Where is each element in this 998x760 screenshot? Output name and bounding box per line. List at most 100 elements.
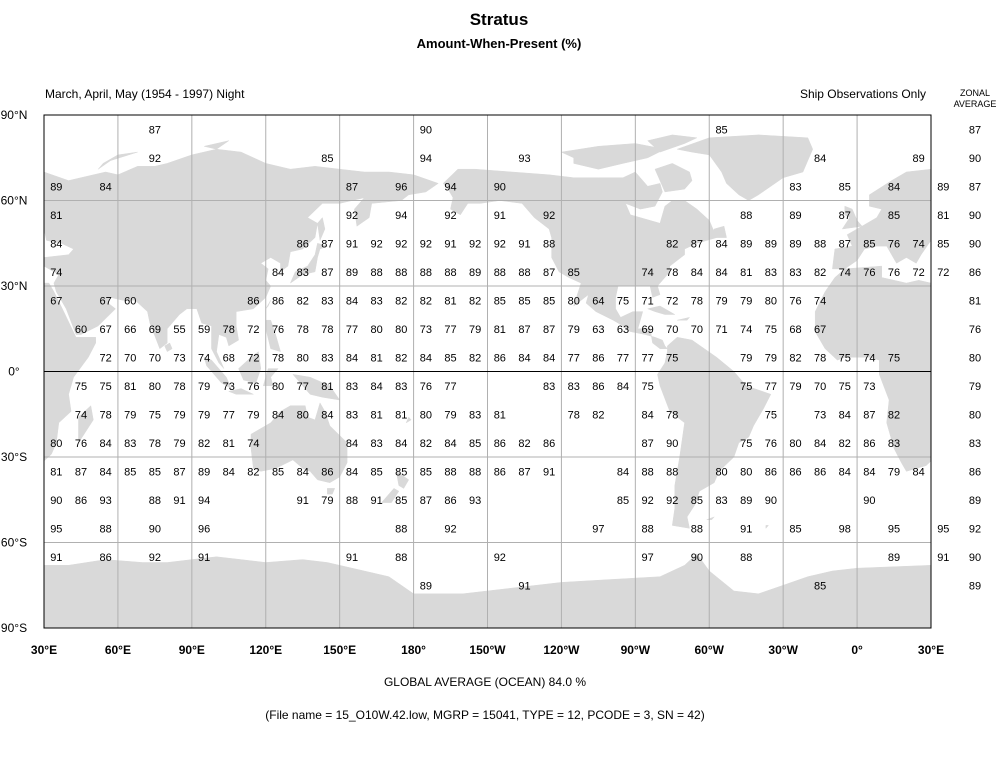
grid-value: 75 xyxy=(75,381,87,393)
grid-value: 84 xyxy=(518,352,530,364)
grid-value: 96 xyxy=(395,181,407,193)
grid-value: 92 xyxy=(346,210,358,222)
grid-value: 92 xyxy=(494,238,506,250)
zonal-header-line-2: AVERAGE xyxy=(953,99,997,109)
grid-value: 86 xyxy=(814,466,826,478)
grid-value: 70 xyxy=(666,324,678,336)
grid-value: 87 xyxy=(149,124,161,136)
grid-value: 88 xyxy=(444,466,456,478)
grid-value: 92 xyxy=(371,238,383,250)
grid-value: 92 xyxy=(444,210,456,222)
zonal-average-value: 90 xyxy=(969,552,981,564)
grid-value: 83 xyxy=(469,409,481,421)
grid-value: 79 xyxy=(765,352,777,364)
land-java xyxy=(227,388,254,395)
grid-value: 80 xyxy=(297,352,309,364)
grid-value: 79 xyxy=(173,409,185,421)
grid-value: 91 xyxy=(346,238,358,250)
grid-value: 84 xyxy=(839,466,851,478)
zonal-average-value: 79 xyxy=(969,381,981,393)
grid-value: 79 xyxy=(740,295,752,307)
grid-value: 89 xyxy=(198,466,210,478)
grid-value: 79 xyxy=(568,324,580,336)
grid-value: 94 xyxy=(198,495,210,507)
grid-value: 74 xyxy=(642,267,654,279)
grid-value: 70 xyxy=(124,352,136,364)
grid-value: 59 xyxy=(198,324,210,336)
grid-value: 88 xyxy=(444,267,456,279)
latitude-label: 30°N xyxy=(1,279,28,293)
grid-value: 76 xyxy=(765,438,777,450)
grid-value: 83 xyxy=(346,381,358,393)
grid-value: 92 xyxy=(642,495,654,507)
land-madagascar xyxy=(78,405,94,444)
grid-value: 84 xyxy=(346,352,358,364)
grid-value: 74 xyxy=(50,267,62,279)
grid-value: 92 xyxy=(543,210,555,222)
grid-value: 88 xyxy=(518,267,530,279)
grid-value: 87 xyxy=(346,181,358,193)
zonal-average-values: 87 90 87 90 90 86 81 76 80 79 80 83 86 89 92 90 89 xyxy=(969,124,981,592)
grid-value: 70 xyxy=(814,381,826,393)
grid-value: 79 xyxy=(173,438,185,450)
longitude-label: 150°W xyxy=(469,643,506,657)
grid-value: 75 xyxy=(666,352,678,364)
grid-value: 88 xyxy=(371,267,383,279)
grid-value: 90 xyxy=(691,552,703,564)
land-cuba xyxy=(646,305,676,315)
grid-value: 82 xyxy=(839,438,851,450)
map-grid xyxy=(44,115,931,628)
grid-value: 75 xyxy=(740,381,752,393)
grid-value: 80 xyxy=(420,409,432,421)
grid-value: 80 xyxy=(149,381,161,393)
grid-value: 84 xyxy=(346,295,358,307)
grid-value: 92 xyxy=(395,238,407,250)
longitude-label: 120°W xyxy=(543,643,580,657)
grid-value: 76 xyxy=(789,295,801,307)
grid-value: 84 xyxy=(272,267,284,279)
grid-value: 85 xyxy=(839,181,851,193)
grid-value: 92 xyxy=(149,153,161,165)
land-tasmania xyxy=(327,488,336,495)
grid-value: 92 xyxy=(666,495,678,507)
grid-value: 86 xyxy=(272,295,284,307)
grid-value: 86 xyxy=(543,438,555,450)
grid-value: 74 xyxy=(839,267,851,279)
grid-value: 91 xyxy=(740,523,752,535)
land-nz-north xyxy=(395,470,410,489)
grid-value: 75 xyxy=(617,295,629,307)
period-label: March, April, May (1954 - 1997) Night xyxy=(45,87,245,101)
grid-value: 89 xyxy=(420,580,432,592)
grid-value: 90 xyxy=(149,523,161,535)
grid-value: 87 xyxy=(321,238,333,250)
grid-value: 86 xyxy=(99,552,111,564)
land-africa-wrap xyxy=(814,265,931,472)
grid-value: 81 xyxy=(494,324,506,336)
grid-value: 75 xyxy=(765,324,777,336)
grid-value: 84 xyxy=(839,409,851,421)
grid-value: 85 xyxy=(469,438,481,450)
land-new-guinea xyxy=(292,374,341,401)
grid-value: 63 xyxy=(617,324,629,336)
grid-value: 80 xyxy=(765,295,777,307)
grid-value: 97 xyxy=(592,523,604,535)
grid-value: 68 xyxy=(223,352,235,364)
grid-value: 83 xyxy=(321,295,333,307)
zonal-average-value: 90 xyxy=(969,210,981,222)
grid-value: 84 xyxy=(99,438,111,450)
grid-value: 84 xyxy=(99,181,111,193)
land-baffin xyxy=(654,163,693,193)
grid-value: 86 xyxy=(592,352,604,364)
land-severnaya xyxy=(204,140,229,150)
latitude-label: 90°S xyxy=(1,621,27,635)
grid-value: 84 xyxy=(99,466,111,478)
grid-value: 78 xyxy=(321,324,333,336)
grid-value: 80 xyxy=(740,466,752,478)
land-australia xyxy=(250,402,348,483)
grid-value: 84 xyxy=(888,181,900,193)
grid-value: 83 xyxy=(297,267,309,279)
chart-title: Stratus xyxy=(469,10,529,29)
grid-value: 76 xyxy=(272,324,284,336)
grid-value: 74 xyxy=(198,352,210,364)
grid-value: 91 xyxy=(543,466,555,478)
